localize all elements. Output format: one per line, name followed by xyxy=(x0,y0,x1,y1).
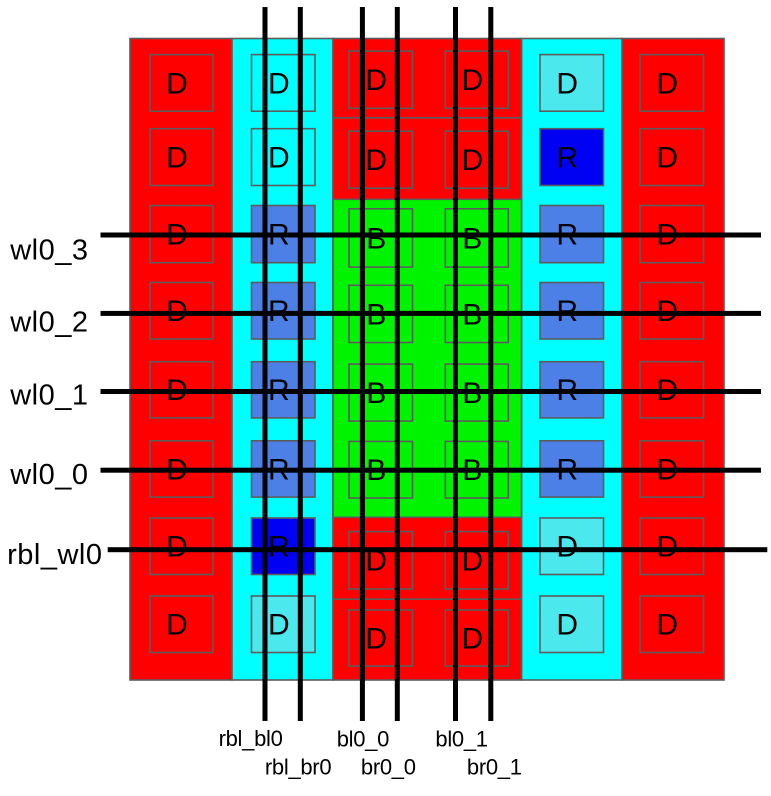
svg-text:wl0_0: wl0_0 xyxy=(9,459,88,491)
svg-text:D: D xyxy=(268,609,290,642)
svg-text:rbl_br0: rbl_br0 xyxy=(265,755,331,780)
svg-text:bl0_0: bl0_0 xyxy=(337,727,389,752)
svg-text:D: D xyxy=(461,144,483,177)
svg-text:bl0_1: bl0_1 xyxy=(435,727,487,752)
svg-text:wl0_3: wl0_3 xyxy=(9,234,88,266)
svg-text:D: D xyxy=(656,609,678,642)
svg-text:rbl_wl0: rbl_wl0 xyxy=(7,539,102,571)
svg-text:D: D xyxy=(656,67,678,100)
svg-text:R: R xyxy=(268,531,290,564)
svg-text:D: D xyxy=(365,144,387,177)
svg-text:B: B xyxy=(366,222,386,255)
svg-text:D: D xyxy=(166,531,188,564)
svg-text:rbl_bl0: rbl_bl0 xyxy=(219,726,283,751)
svg-text:D: D xyxy=(656,531,678,564)
svg-text:D: D xyxy=(268,142,290,175)
svg-text:D: D xyxy=(556,531,578,564)
svg-text:D: D xyxy=(556,67,578,100)
svg-text:R: R xyxy=(556,142,578,175)
svg-text:D: D xyxy=(365,622,387,655)
svg-text:D: D xyxy=(656,142,678,175)
svg-text:D: D xyxy=(268,67,290,100)
svg-text:D: D xyxy=(461,622,483,655)
svg-text:wl0_1: wl0_1 xyxy=(9,380,88,412)
svg-text:B: B xyxy=(462,222,482,255)
svg-text:D: D xyxy=(166,609,188,642)
svg-text:D: D xyxy=(365,64,387,97)
svg-text:D: D xyxy=(461,64,483,97)
svg-text:D: D xyxy=(461,545,483,578)
svg-text:D: D xyxy=(365,545,387,578)
svg-text:br0_1: br0_1 xyxy=(467,755,522,780)
svg-text:wl0_2: wl0_2 xyxy=(9,306,88,338)
svg-text:D: D xyxy=(556,609,578,642)
svg-text:D: D xyxy=(166,142,188,175)
svg-text:D: D xyxy=(166,67,188,100)
svg-text:br0_0: br0_0 xyxy=(361,755,416,780)
